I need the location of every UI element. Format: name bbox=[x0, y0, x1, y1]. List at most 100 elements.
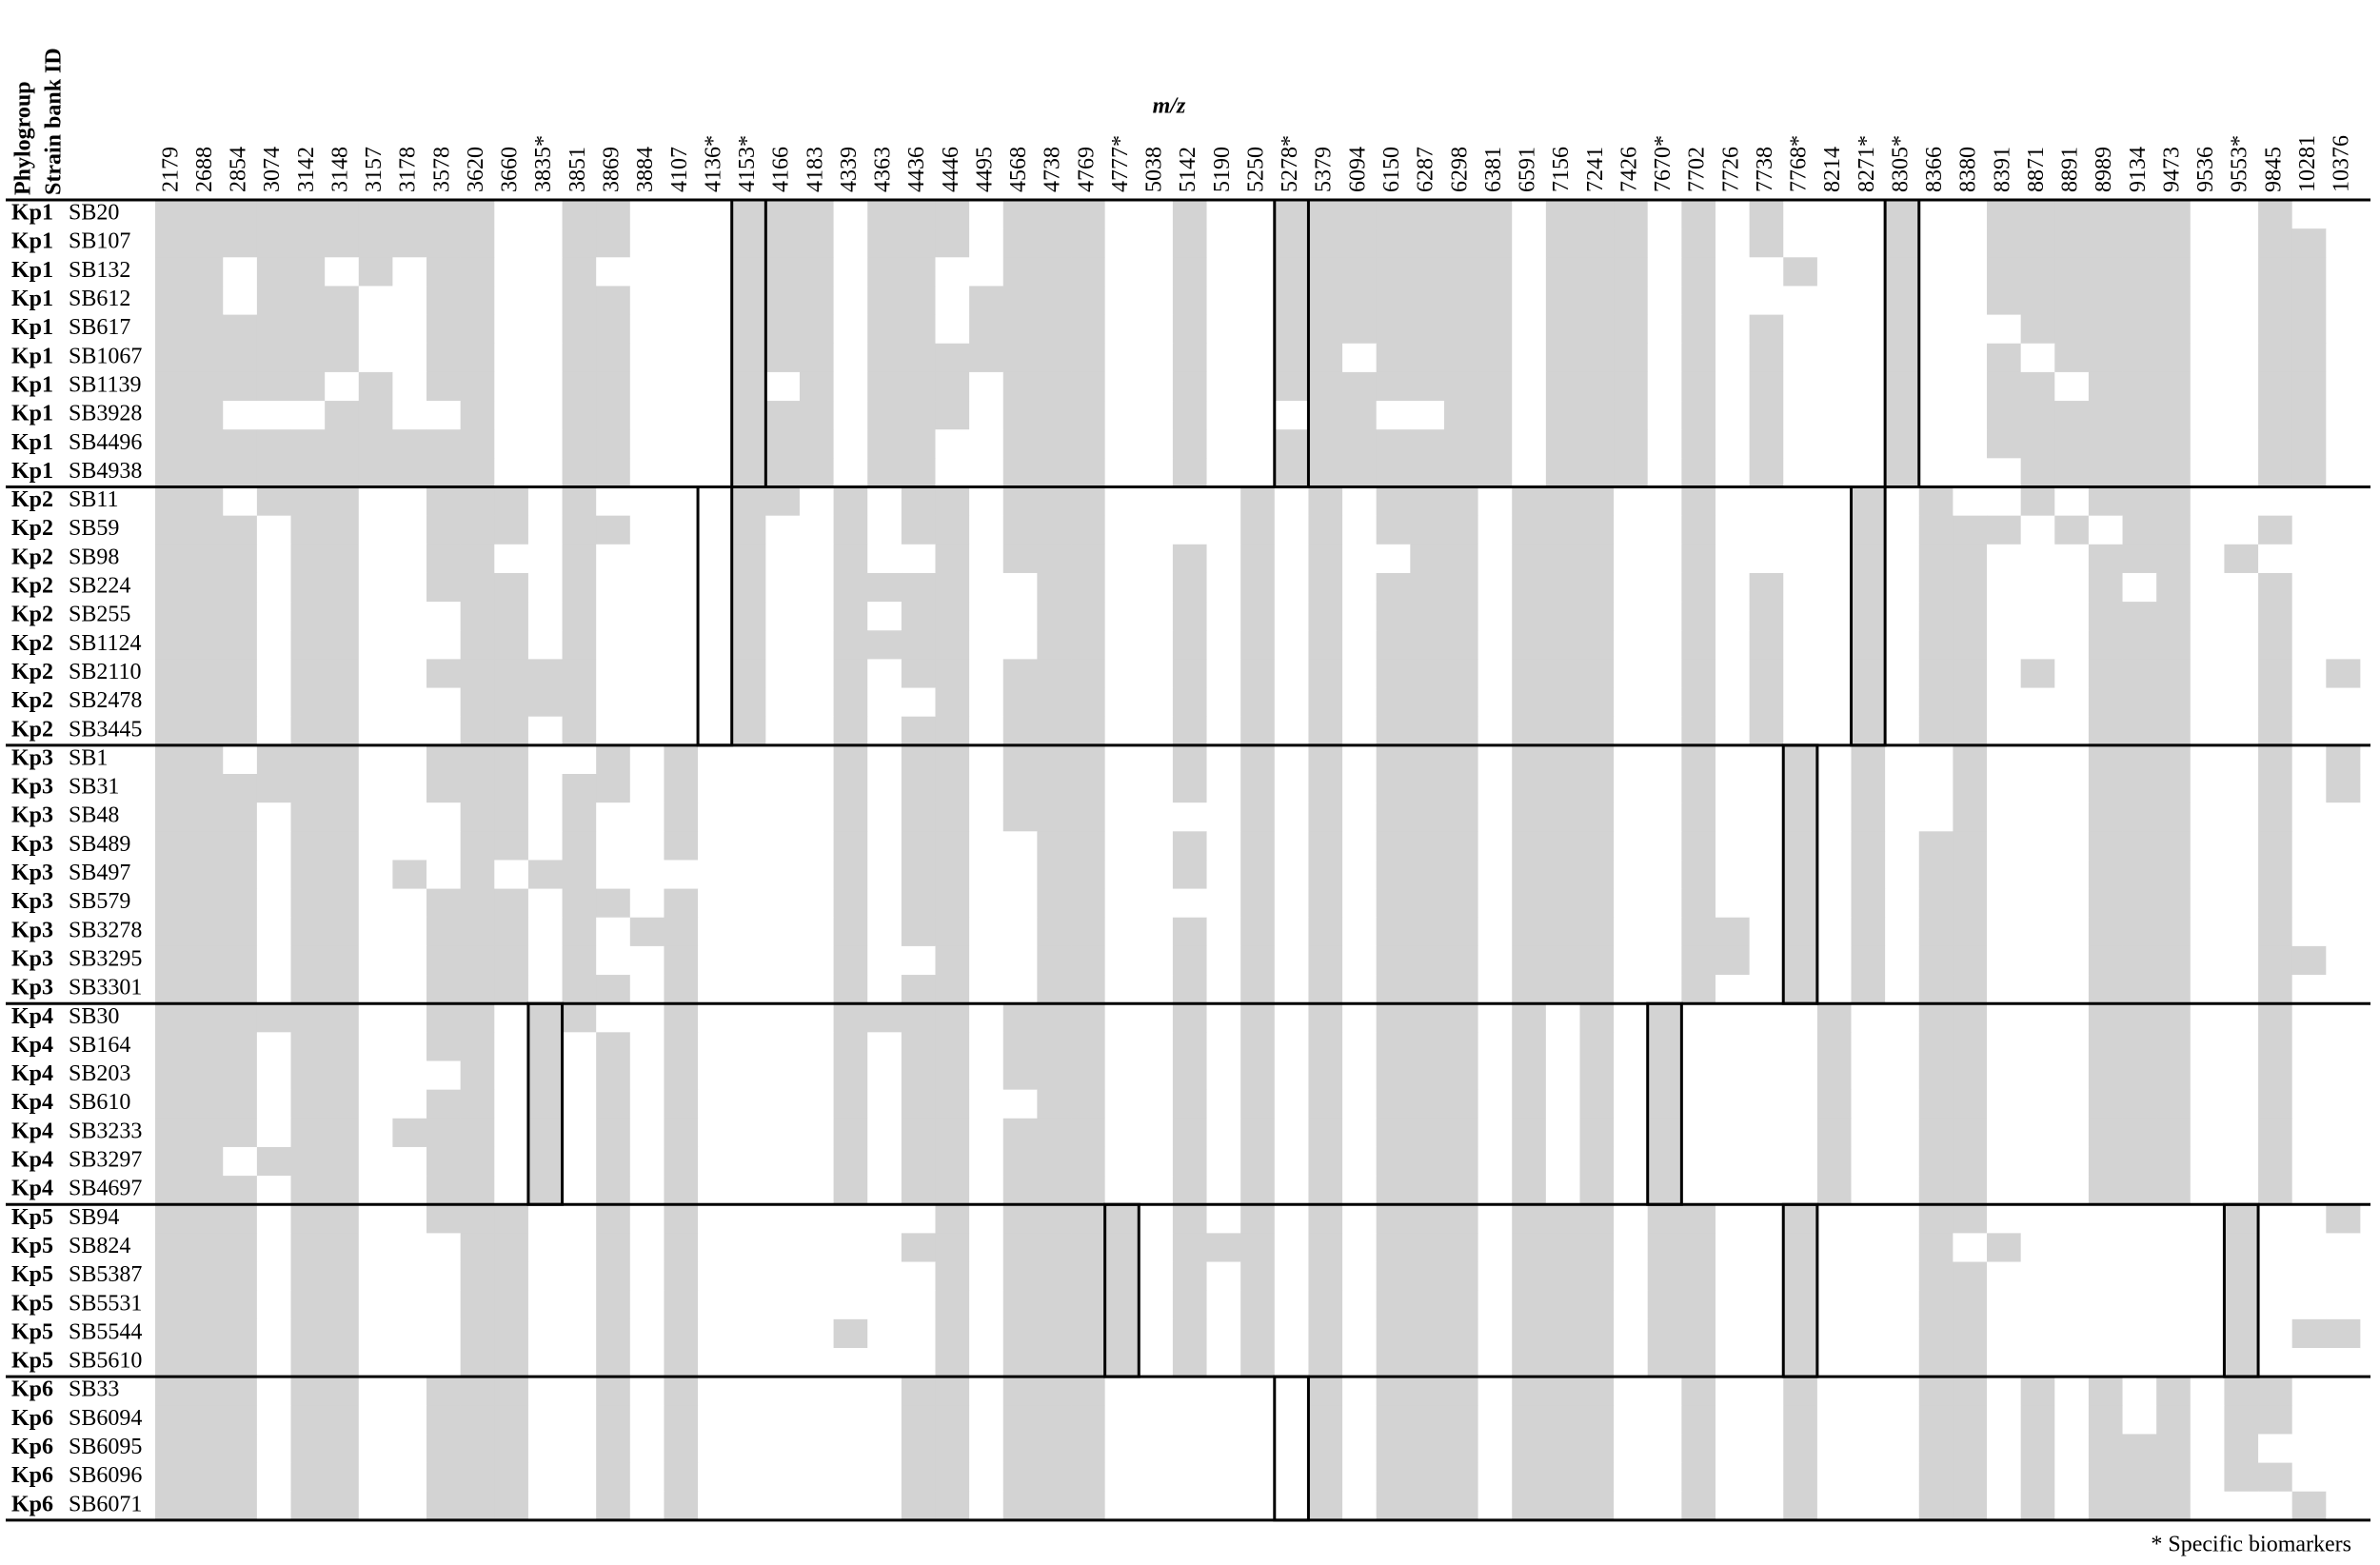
cell bbox=[867, 687, 902, 718]
cell bbox=[562, 401, 597, 430]
cell bbox=[1478, 1348, 1513, 1377]
cell bbox=[1512, 1204, 1547, 1234]
column-label: 8989 bbox=[2092, 147, 2116, 192]
cell bbox=[1037, 401, 1072, 430]
cell bbox=[1037, 1118, 1072, 1148]
cell bbox=[1002, 1290, 1038, 1320]
cell bbox=[1545, 744, 1580, 775]
cell bbox=[1614, 429, 1649, 459]
cell bbox=[1071, 371, 1106, 402]
cell bbox=[290, 659, 326, 688]
cell bbox=[698, 401, 733, 430]
cell bbox=[1443, 1146, 1478, 1177]
cell bbox=[1139, 1032, 1174, 1061]
cell bbox=[765, 401, 801, 430]
cell bbox=[1512, 1003, 1547, 1033]
cell bbox=[1512, 774, 1547, 803]
cell bbox=[256, 1146, 291, 1177]
cell bbox=[664, 831, 699, 861]
cell bbox=[256, 1434, 291, 1463]
cell bbox=[1851, 1462, 1886, 1493]
cell bbox=[935, 228, 970, 258]
cell bbox=[2326, 228, 2361, 258]
cell bbox=[1987, 945, 2022, 976]
cell bbox=[867, 572, 902, 603]
cell bbox=[1545, 602, 1580, 631]
cell bbox=[1172, 228, 1207, 258]
cell bbox=[2224, 1003, 2259, 1033]
cell bbox=[460, 429, 495, 459]
cell bbox=[1647, 860, 1682, 889]
cell bbox=[256, 1176, 291, 1205]
cell bbox=[969, 860, 1004, 889]
cell bbox=[1614, 1434, 1649, 1463]
cell bbox=[1478, 544, 1513, 574]
cell bbox=[1647, 228, 1682, 258]
cell bbox=[1545, 1060, 1580, 1091]
cell bbox=[1579, 831, 1615, 861]
cell bbox=[1478, 659, 1513, 688]
cell bbox=[1579, 429, 1615, 459]
strain-label: SB2478 bbox=[69, 688, 142, 713]
cell bbox=[494, 917, 529, 947]
cell bbox=[731, 1434, 766, 1463]
cell bbox=[392, 630, 427, 660]
cell bbox=[494, 1462, 529, 1493]
cell bbox=[1681, 1204, 1716, 1234]
cell bbox=[833, 774, 868, 803]
cell bbox=[1071, 1060, 1106, 1091]
cell bbox=[1240, 1491, 1276, 1521]
cell bbox=[1104, 1233, 1140, 1262]
cell bbox=[901, 1462, 936, 1493]
cell bbox=[1885, 1233, 1920, 1262]
cell bbox=[527, 1318, 563, 1349]
cell bbox=[562, 371, 597, 402]
cell bbox=[664, 1405, 699, 1435]
cell bbox=[731, 458, 766, 487]
cell bbox=[969, 1032, 1004, 1061]
cell bbox=[833, 1176, 868, 1205]
cell bbox=[1206, 687, 1241, 718]
cell bbox=[2156, 1462, 2192, 1493]
cell bbox=[1274, 257, 1309, 287]
cell bbox=[460, 1032, 495, 1061]
cell bbox=[765, 1377, 801, 1406]
cell bbox=[256, 486, 291, 517]
cell bbox=[2258, 343, 2293, 373]
cell bbox=[358, 371, 393, 402]
cell bbox=[1579, 286, 1615, 315]
cell bbox=[1885, 544, 1920, 574]
cell bbox=[494, 602, 529, 631]
cell bbox=[1037, 945, 1072, 976]
cell bbox=[698, 1377, 733, 1406]
cell bbox=[290, 1377, 326, 1406]
cell bbox=[1715, 200, 1751, 229]
cell bbox=[1953, 1462, 1988, 1493]
cell bbox=[2122, 1348, 2157, 1377]
cell bbox=[1545, 1146, 1580, 1177]
cell bbox=[426, 774, 462, 803]
cell bbox=[1647, 687, 1682, 718]
cell bbox=[833, 1318, 868, 1349]
cell bbox=[867, 314, 902, 345]
cell bbox=[1240, 1405, 1276, 1435]
cell bbox=[527, 1290, 563, 1320]
strain-label: SB255 bbox=[69, 603, 130, 627]
cell bbox=[629, 200, 664, 229]
cell bbox=[1851, 1491, 1886, 1521]
cell bbox=[1240, 860, 1276, 889]
cell bbox=[2088, 630, 2123, 660]
cell bbox=[494, 802, 529, 832]
cell bbox=[1681, 429, 1716, 459]
cell bbox=[1478, 602, 1513, 631]
cell bbox=[901, 200, 936, 229]
cell bbox=[1443, 774, 1478, 803]
cell bbox=[1579, 1146, 1615, 1177]
cell bbox=[1918, 860, 1954, 889]
cell bbox=[494, 1003, 529, 1033]
cell bbox=[1443, 1032, 1478, 1061]
cell bbox=[325, 716, 360, 746]
cell bbox=[664, 716, 699, 746]
cell bbox=[1545, 716, 1580, 746]
cell bbox=[664, 572, 699, 603]
